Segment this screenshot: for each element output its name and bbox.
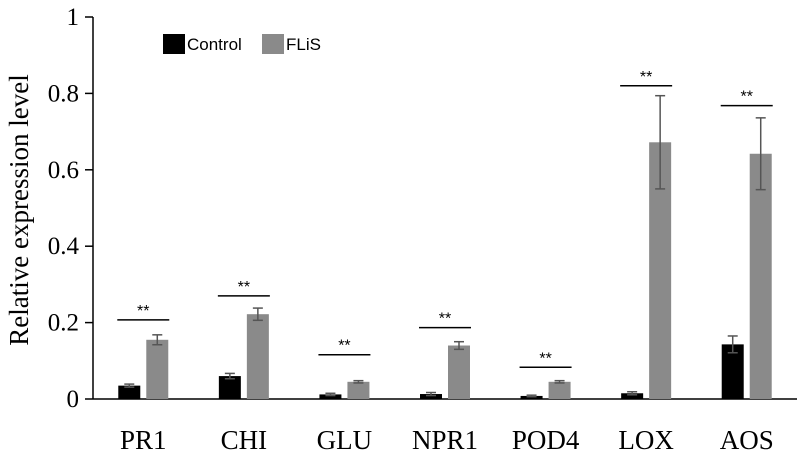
- y-ticks: 0 0.2 0.4 0.6 0.8 1: [48, 4, 93, 413]
- category-label-lox: LOX: [618, 425, 674, 455]
- category-label-chi: CHI: [221, 425, 268, 455]
- legend: Control FLiS: [163, 34, 321, 54]
- significance-label: **: [640, 69, 652, 86]
- y-tick-label: 0.4: [48, 233, 80, 260]
- y-tick-label: 1: [67, 4, 80, 31]
- category-labels: PR1 CHI GLU NPR1 POD4 LOX AOS: [120, 425, 774, 455]
- category-label-glu: GLU: [317, 425, 373, 455]
- error-bars: [124, 94, 766, 398]
- bar-flis-pr1: [146, 339, 169, 399]
- legend-swatch-control: [163, 34, 185, 54]
- category-label-pr1: PR1: [120, 425, 167, 455]
- y-tick-label: 0.8: [48, 80, 79, 107]
- category-label-npr1: NPR1: [412, 425, 478, 455]
- legend-label-flis: FLiS: [286, 35, 321, 54]
- bar-flis-aos: [749, 153, 772, 399]
- legend-label-control: Control: [187, 35, 242, 54]
- bar-control-chi: [218, 376, 241, 399]
- y-tick-label: 0.6: [48, 157, 79, 184]
- significance-label: **: [238, 279, 250, 296]
- bars: [118, 142, 772, 399]
- bar-flis-lox: [649, 142, 672, 399]
- y-axis-title: Relative expression level: [4, 74, 34, 345]
- category-label-aos: AOS: [720, 425, 774, 455]
- bar-flis-chi: [246, 314, 269, 399]
- bar-control-glu: [319, 394, 342, 399]
- bar-flis-npr1: [448, 345, 470, 399]
- bar-control-aos: [721, 344, 744, 399]
- bar-control-pod4: [520, 395, 543, 399]
- bar-flis-pod4: [548, 381, 571, 399]
- bar-flis-glu: [347, 381, 370, 399]
- bar-control-lox: [621, 393, 644, 399]
- category-label-pod4: POD4: [512, 425, 580, 455]
- y-tick-label: 0: [67, 386, 80, 413]
- significance-label: **: [439, 311, 451, 328]
- significance-label: **: [338, 338, 350, 355]
- significance-label: **: [740, 89, 752, 106]
- y-tick-label: 0.2: [48, 310, 79, 337]
- legend-swatch-flis: [262, 34, 284, 54]
- axes: [92, 17, 797, 400]
- bar-control-npr1: [420, 394, 442, 399]
- significance-annotations: ** ** ** ** ** ** **: [117, 69, 773, 369]
- significance-label: **: [539, 350, 551, 367]
- bar-control-pr1: [118, 385, 141, 399]
- significance-label: **: [137, 303, 149, 320]
